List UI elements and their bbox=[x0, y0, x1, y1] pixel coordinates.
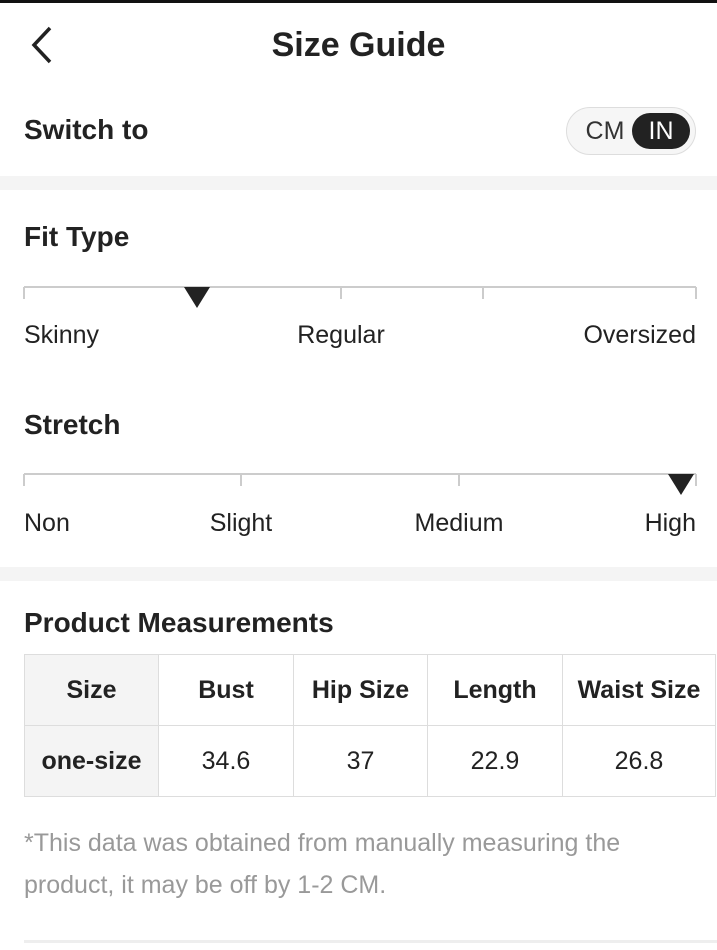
row-header-cell: one-size bbox=[24, 725, 159, 797]
table-cell: 34.6 bbox=[158, 725, 294, 797]
page-title: Size Guide bbox=[271, 26, 446, 64]
unit-option[interactable]: CM bbox=[585, 117, 625, 145]
unit-option-selected[interactable]: IN bbox=[632, 113, 690, 149]
header-cell: Size bbox=[24, 654, 159, 726]
section-title: Stretch bbox=[24, 409, 121, 440]
measurement-table: Size Bust Hip Size Length Waist Size one… bbox=[24, 654, 716, 797]
scale-label: Skinny bbox=[24, 321, 100, 349]
stretch-scale bbox=[23, 473, 697, 495]
scale-label: Oversized bbox=[583, 321, 696, 349]
header-cell: Hip Size bbox=[293, 654, 428, 726]
divider bbox=[24, 940, 717, 943]
separator bbox=[0, 176, 717, 190]
back-button[interactable] bbox=[24, 24, 58, 66]
table-cell: 22.9 bbox=[427, 725, 563, 797]
disclaimer: *This data was obtained from manually me… bbox=[24, 829, 621, 899]
header-cell: Bust bbox=[158, 654, 294, 726]
scale-label: Regular bbox=[297, 321, 385, 349]
status-bar bbox=[0, 0, 717, 3]
unit-toggle[interactable]: CM IN bbox=[566, 107, 696, 155]
fit-scale bbox=[23, 286, 697, 308]
table-row: one-size 34.6 37 22.9 26.8 bbox=[24, 725, 716, 797]
separator bbox=[0, 567, 717, 581]
table-cell: 37 bbox=[293, 725, 428, 797]
header-cell: Waist Size bbox=[562, 654, 716, 726]
section-title: Fit Type bbox=[24, 221, 130, 252]
table-header: Size Bust Hip Size Length Waist Size bbox=[24, 654, 716, 726]
switch-label: Switch to bbox=[24, 114, 149, 145]
scale-label: Slight bbox=[209, 509, 273, 537]
scale-label: High bbox=[644, 509, 696, 537]
table-cell: 26.8 bbox=[562, 725, 716, 797]
scale-label: Non bbox=[24, 509, 70, 537]
scale-label: Medium bbox=[414, 509, 504, 537]
section-title: Product Measurements bbox=[24, 607, 334, 638]
header-cell: Length bbox=[427, 654, 563, 726]
